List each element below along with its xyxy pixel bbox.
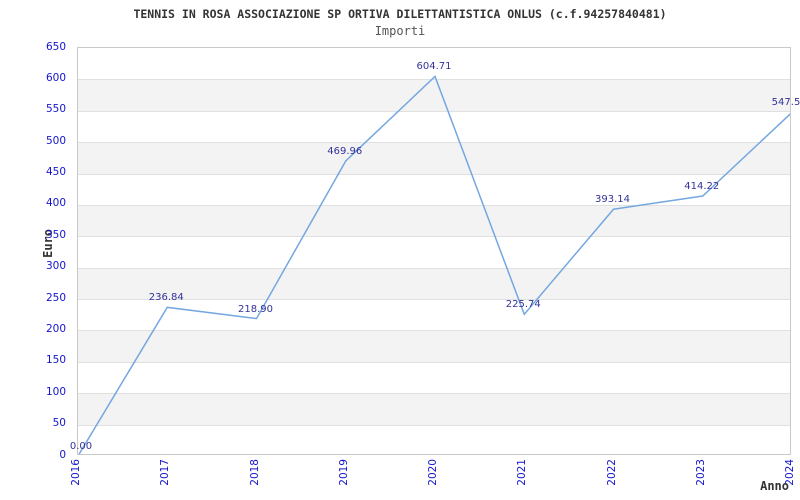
grid-line	[78, 299, 790, 301]
data-point-label: 225.74	[505, 299, 541, 311]
band-stripe	[78, 393, 790, 425]
data-point-label: 414.22	[684, 180, 720, 192]
plot-area	[77, 47, 791, 455]
y-tick-label: 200	[45, 322, 66, 335]
grid-line	[78, 204, 790, 206]
x-tick-label: 2016	[70, 459, 82, 486]
grid-line	[78, 330, 790, 332]
x-tick-label: 2021	[516, 459, 529, 486]
data-point-label: 218.90	[238, 303, 273, 315]
y-tick-label: 500	[45, 134, 66, 147]
grid-line	[78, 110, 790, 112]
series-line	[78, 75, 790, 454]
grid-line	[78, 236, 790, 238]
y-tick-label: 0	[59, 448, 66, 461]
data-point-label: 547.5	[771, 97, 800, 109]
data-point-label: 0.00	[69, 441, 93, 452]
data-point-label: 236.84	[148, 292, 184, 304]
x-tick-label: 2017	[159, 459, 172, 486]
y-tick-label: 400	[45, 197, 66, 210]
band-stripe	[78, 267, 790, 300]
band-stripe	[78, 204, 790, 237]
data-point-label: 393.14	[595, 194, 630, 206]
x-tick-label: 2023	[694, 459, 707, 486]
y-tick-label: 50	[52, 417, 66, 430]
chart-subtitle: Importi	[374, 24, 426, 38]
grid-line	[78, 142, 790, 144]
band-stripe	[78, 142, 790, 174]
band-stripe	[78, 330, 790, 362]
x-tick-label: 2020	[427, 459, 439, 486]
y-tick-label: 550	[45, 103, 66, 116]
y-tick-label: 450	[45, 166, 66, 179]
grid-line	[78, 393, 790, 395]
grid-line	[78, 79, 790, 81]
x-tick-label: 2022	[605, 459, 618, 486]
data-point-label: 604.71	[416, 61, 452, 73]
y-tick-label: 100	[45, 385, 66, 398]
x-tick-label: 2018	[248, 459, 261, 486]
grid-line	[78, 424, 790, 426]
y-tick-label: 150	[45, 354, 66, 367]
y-tick-label: 600	[45, 71, 66, 84]
grid-line	[78, 361, 790, 363]
grid-line	[78, 267, 790, 269]
line-series-svg	[78, 75, 790, 454]
chart-title: TENNIS IN ROSA ASSOCIAZIONE SP ORTIVA DI…	[133, 7, 667, 21]
grid-line	[78, 173, 790, 175]
band-stripe	[78, 79, 790, 111]
y-tick-label: 300	[45, 260, 66, 273]
data-point-label: 469.96	[327, 146, 363, 157]
y-tick-label: 350	[45, 228, 66, 241]
x-axis-title: Anno	[760, 479, 789, 493]
x-tick-label: 2019	[337, 459, 350, 486]
y-tick-label: 650	[45, 40, 66, 53]
y-tick-label: 250	[45, 291, 66, 304]
